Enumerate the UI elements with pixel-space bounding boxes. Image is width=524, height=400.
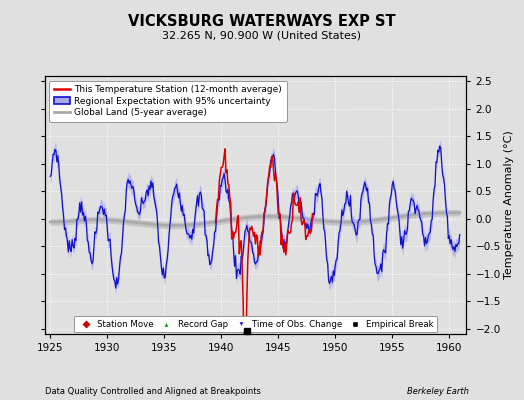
Text: VICKSBURG WATERWAYS EXP ST: VICKSBURG WATERWAYS EXP ST: [128, 14, 396, 29]
Y-axis label: Temperature Anomaly (°C): Temperature Anomaly (°C): [504, 131, 514, 279]
Text: 32.265 N, 90.900 W (United States): 32.265 N, 90.900 W (United States): [162, 30, 362, 40]
Text: Berkeley Earth: Berkeley Earth: [407, 387, 469, 396]
Legend: Station Move, Record Gap, Time of Obs. Change, Empirical Break: Station Move, Record Gap, Time of Obs. C…: [74, 316, 437, 332]
Text: Data Quality Controlled and Aligned at Breakpoints: Data Quality Controlled and Aligned at B…: [45, 387, 260, 396]
